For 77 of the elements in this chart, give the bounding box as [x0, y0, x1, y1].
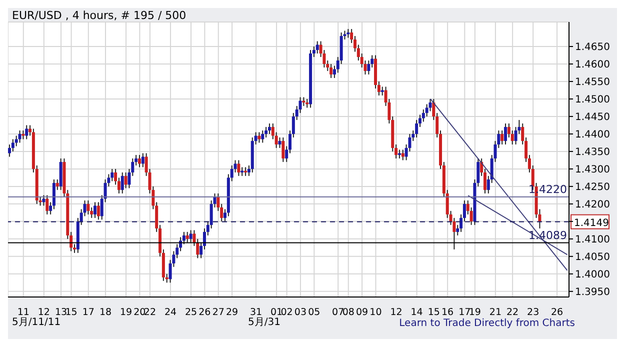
- x-tick-label: 20: [134, 307, 146, 318]
- y-tick-label: 1.4650: [575, 42, 610, 54]
- candlestick: [237, 160, 240, 176]
- candlestick: [186, 231, 189, 243]
- y-tick-label: 1.4600: [575, 60, 610, 71]
- y-tick-label: 1.4550: [575, 77, 610, 88]
- x-tick-label: 15: [428, 307, 440, 318]
- x-tick-label: 09: [356, 307, 368, 318]
- candlestick: [120, 172, 124, 194]
- x-tick-label: 12: [38, 307, 50, 318]
- x-tick-label: 01: [270, 307, 283, 318]
- x-tick-label: 02: [280, 307, 293, 318]
- x-tick-label: 26: [550, 307, 564, 318]
- x-tick-label: 18: [99, 307, 112, 318]
- candlestick: [46, 194, 49, 215]
- x-tick-label: 17: [458, 307, 471, 318]
- x-tick-label: 17: [82, 307, 94, 318]
- x-tick-label: 16: [442, 307, 454, 318]
- y-tick-label: 1.4300: [575, 164, 610, 176]
- candlestick: [124, 172, 128, 189]
- x-tick-label: 10: [370, 307, 382, 318]
- y-tick-label: 1.4100: [575, 234, 610, 246]
- candlestick: [316, 40, 319, 54]
- candlestick: [401, 149, 404, 161]
- candlestick: [86, 200, 90, 215]
- candlestick: [56, 178, 59, 190]
- ref-line-label: 1.4149: [574, 218, 609, 229]
- y-tick-label: 1.4250: [575, 182, 610, 193]
- x-tick-label: 03: [294, 307, 307, 318]
- x-tick-label: 07: [332, 307, 344, 318]
- x-tick-label: 14: [410, 307, 423, 318]
- candlestick: [25, 124, 28, 140]
- candlestick: [268, 122, 271, 134]
- y-tick-label: 1.4000: [575, 269, 610, 280]
- x-tick-label: 15: [65, 307, 78, 318]
- x-tick-label: 19: [468, 307, 481, 318]
- candlestick: [42, 194, 46, 206]
- x-tick-label: 12: [390, 307, 402, 318]
- y-tick-label: 1.4200: [575, 199, 610, 210]
- x-tick-label: 29: [226, 307, 238, 318]
- text: 5月/31: [248, 316, 280, 329]
- y-tick-label: 1.3950: [575, 286, 610, 298]
- x-tick-label: 11: [17, 307, 30, 318]
- candlestick: [96, 202, 100, 220]
- x-tick-label: 25: [184, 307, 198, 318]
- y-tick-label: 1.4050: [575, 252, 610, 263]
- x-tick-label: 22: [506, 307, 519, 318]
- candlestick: [189, 230, 192, 243]
- candlestick: [504, 122, 508, 145]
- y-tick-label: 1.4450: [575, 112, 610, 124]
- x-tick-label: 21: [489, 307, 502, 318]
- chart-title: EUR/USD , 4 hours, # 195 / 500: [12, 9, 186, 22]
- y-tick-label: 1.4350: [575, 147, 610, 158]
- x-tick-label: 19: [120, 307, 132, 318]
- x-tick-label: 24: [164, 307, 177, 318]
- x-tick-label: 26: [198, 307, 211, 318]
- candlestick: [258, 132, 261, 144]
- candlestick: [141, 152, 144, 168]
- y-tick-label: 1.4400: [575, 130, 610, 141]
- x-tick-label: 05: [308, 307, 320, 318]
- x-tick-label: 13: [54, 307, 68, 318]
- x-tick-label: 22: [144, 307, 156, 318]
- candlestick: [282, 136, 285, 162]
- candlestick: [138, 154, 141, 168]
- x-tick-label: 23: [527, 307, 540, 318]
- text: 5月/11/11: [12, 316, 61, 329]
- candlestick: [261, 130, 264, 144]
- candlestick: [94, 202, 97, 218]
- x-tick-label: 31: [250, 307, 262, 318]
- text: Learn to Trade Directly from Charts: [399, 318, 575, 329]
- candlestick: [18, 130, 22, 144]
- x-tick-label: 08: [342, 307, 354, 318]
- x-tick-label: 27: [212, 307, 224, 318]
- candlestick: [330, 63, 333, 78]
- y-tick-label: 1.4500: [575, 94, 610, 106]
- candlestick: [500, 130, 504, 145]
- candlestick: [278, 136, 282, 148]
